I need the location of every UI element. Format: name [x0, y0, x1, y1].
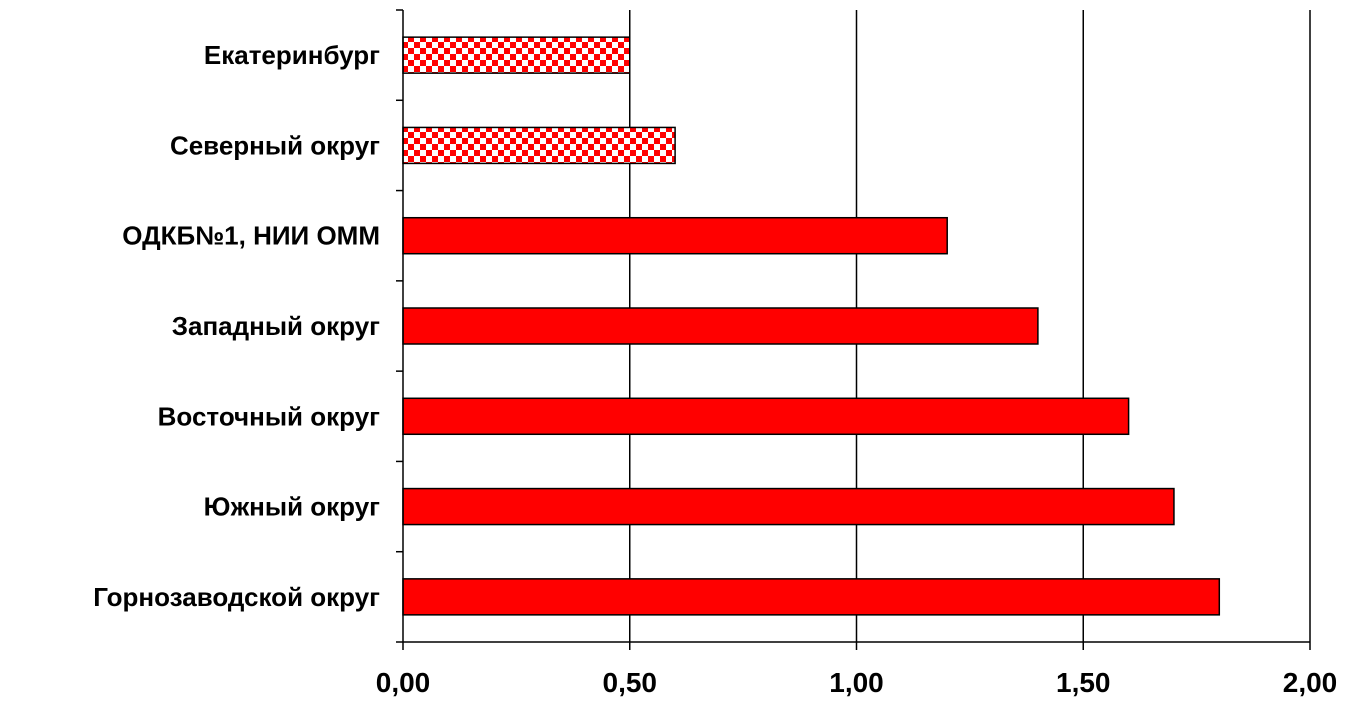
labels: Екатеринбург Северный округ ОДКБ№1, НИИ ОМ…: [93, 40, 1337, 698]
x-tick-label: 0,50: [603, 667, 658, 698]
category-label: Восточный округ: [158, 401, 381, 431]
bar: [402, 216, 948, 255]
bar: [402, 307, 1039, 345]
x-tick-label: 1,50: [1056, 667, 1111, 698]
category-label: Горнозаводской округ: [93, 582, 380, 612]
x-tick-label: 0,00: [376, 667, 431, 698]
x-tick-label: 1,00: [829, 667, 884, 698]
axes: [396, 9, 1311, 650]
x-tick-label: 2,00: [1283, 667, 1338, 698]
bar: [402, 578, 1221, 616]
bar: [402, 397, 1130, 436]
category-label: Южный округ: [204, 492, 381, 522]
category-label: Екатеринбург: [204, 40, 380, 70]
bars: [402, 36, 1221, 616]
category-label: ОДКБ№1, НИИ ОММ: [122, 221, 380, 251]
bar: [402, 126, 676, 165]
bar: [402, 36, 631, 74]
bar: [402, 487, 1175, 526]
category-label: Северный округ: [170, 130, 380, 160]
category-label: Западный округ: [172, 311, 380, 341]
